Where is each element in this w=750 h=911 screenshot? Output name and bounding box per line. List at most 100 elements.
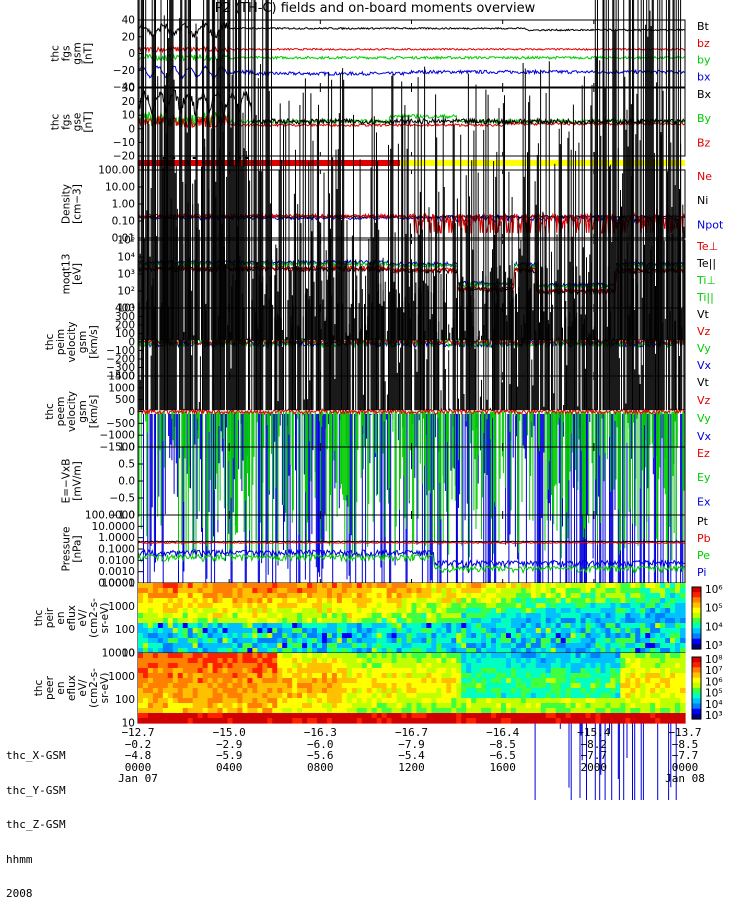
footer-value-z: −7.7 [671,749,699,762]
legend-te: Te⊥ [696,240,718,253]
y-tick-label: 30 [122,83,135,95]
y-axis-label-line: [eV] [72,263,84,285]
y-axis-label-line: moqt13 [61,254,73,295]
mode-bar-yellow [400,160,685,166]
footer-value-y: −0.2 [124,737,152,751]
series-pt [137,540,686,543]
colorbar-label: 10⁴ [705,699,723,711]
legend-ez: Ez [697,447,710,460]
page-title: P2 (TH-C) fields and on-board moments ov… [214,1,536,16]
y-axis-label-line: eflux [66,605,78,631]
footer-label-hhmm: hhmm [6,852,33,866]
legend-bz: Bz [697,136,711,149]
mode-bar-marker [192,157,196,159]
y-axis-label: thc peim velocity gsm [km/s] [44,321,100,362]
y-axis-label-line: thc [33,610,45,627]
y-tick-label: 10⁴ [117,252,135,264]
legend-te: Te|| [696,257,716,270]
y-axis-label: E=−VxB [mV/m] [61,459,84,504]
footer-value-t: 0000 [671,760,699,774]
footer-column: −15.4 −8.2 −7.7 2000 [559,727,629,785]
y-axis-label-line: [nT] [83,111,95,132]
y-tick-label: 10000 [102,648,135,660]
y-tick-label: 100 [115,328,135,340]
y-tick-label: 0.0010 [98,566,135,578]
footer-value-x: −16.4 [486,726,520,739]
y-tick-label: 0.1000 [98,544,135,556]
y-axis-label-line: sr-eV) [99,673,111,704]
y-tick-label: 100.00 [98,165,135,177]
footer-value-x: −15.0 [212,726,246,739]
y-tick-label: 0.10 [112,216,135,228]
footer-value-d [377,773,447,785]
y-axis-label-line: en [55,611,67,624]
y-tick-label: −100 [106,345,135,357]
y-tick-label: 1000 [108,671,135,683]
y-tick-label: −0.5 [110,493,136,505]
footer-value-y: −7.9 [398,737,425,751]
y-axis-label: Pressure [nPa] [61,527,84,572]
footer-value-y: −8.5 [489,737,516,751]
footer-value-z: −7.7 [580,749,608,762]
y-tick-label: −200 [106,354,135,366]
y-tick-label: 500 [115,394,135,406]
legend-ne: Ne [697,170,712,183]
y-axis-label-line: [cm−3] [72,184,84,224]
footer-column: −13.7 −8.5 −7.7 0000 Jan 08 [650,727,720,785]
y-tick-label: 1000 [108,601,135,613]
legend-npot: Npot [697,218,724,231]
y-axis-label-line: thc [44,403,56,420]
footer-value-x: −16.7 [394,726,429,739]
footer-column: −12.7 −0.2 −4.8 0000 Jan 07 [103,727,173,785]
footer-value-t: 1600 [489,760,516,774]
y-tick-label: 0.0001 [98,578,135,590]
y-tick-label: −1.0 [110,510,136,522]
y-tick-label: −40 [113,82,135,94]
footer-label-z: thc_Z-GSM [6,818,66,831]
y-axis-label-line: gsm [77,400,89,422]
y-axis-label-line: [km/s] [88,325,100,359]
colorbar-label: 10⁷ [705,665,723,677]
y-axis-label-line: fgs [61,46,73,62]
legend-ni: Ni [697,194,708,207]
y-tick-label: 0 [128,406,135,418]
footer-value-y: −8.5 [671,737,699,751]
footer-value-d: Jan 08 [665,772,705,785]
y-tick-label: 0.0 [118,476,135,488]
legend-bt: Bt [697,20,710,33]
legend-ti: Ti|| [696,291,714,304]
colorbar-label: 10³ [705,640,723,652]
footer-value-z: −5.4 [398,749,425,762]
y-tick-label: 1000 [108,382,135,394]
y-axis-label: thc peer en eflux eV/(cm2-s-sr-eV) [33,668,111,708]
legend-vy: Vy [697,342,711,355]
y-axis-label-line: gse [72,113,84,132]
y-axis-label-line: eflux [66,675,78,701]
y-tick-label: 100.0000 [85,510,135,522]
footer-value-t: 2000 [580,760,608,774]
y-axis-label-line: E=−VxB [61,459,73,504]
y-axis-label-line: thc [50,114,62,131]
y-tick-label: 10⁵ [117,235,135,247]
y-axis-label-line: eV/ [77,679,89,697]
y-tick-label: −10 [113,137,135,149]
y-axis-label-line: peim [55,329,67,355]
footer-value-z: −6.5 [489,749,516,762]
peir-colorbar [691,586,702,650]
panel-efield: 1.0 0.5 0.0 −0.5 −1.0 E=−VxB [mV/m] Ez Ey Ex [61,442,711,522]
legend-ex: Ex [697,495,711,508]
footer-value-d [559,773,629,785]
y-axis-label: moqt13 [eV] [61,254,84,295]
y-tick-label: −400 [106,371,135,383]
y-tick-label: 10.00 [105,182,135,194]
y-tick-label: 1500 [108,371,135,383]
y-axis-label-line: Pressure [61,527,73,572]
series-pi [137,548,685,569]
footer-column: −16.4 −8.5 −6.5 1600 [468,727,538,785]
y-tick-label: 10.0000 [92,521,135,533]
colorbar-label: 10⁵ [705,603,723,615]
series-pb [137,541,685,544]
colorbar-label: 10⁶ [705,676,723,688]
